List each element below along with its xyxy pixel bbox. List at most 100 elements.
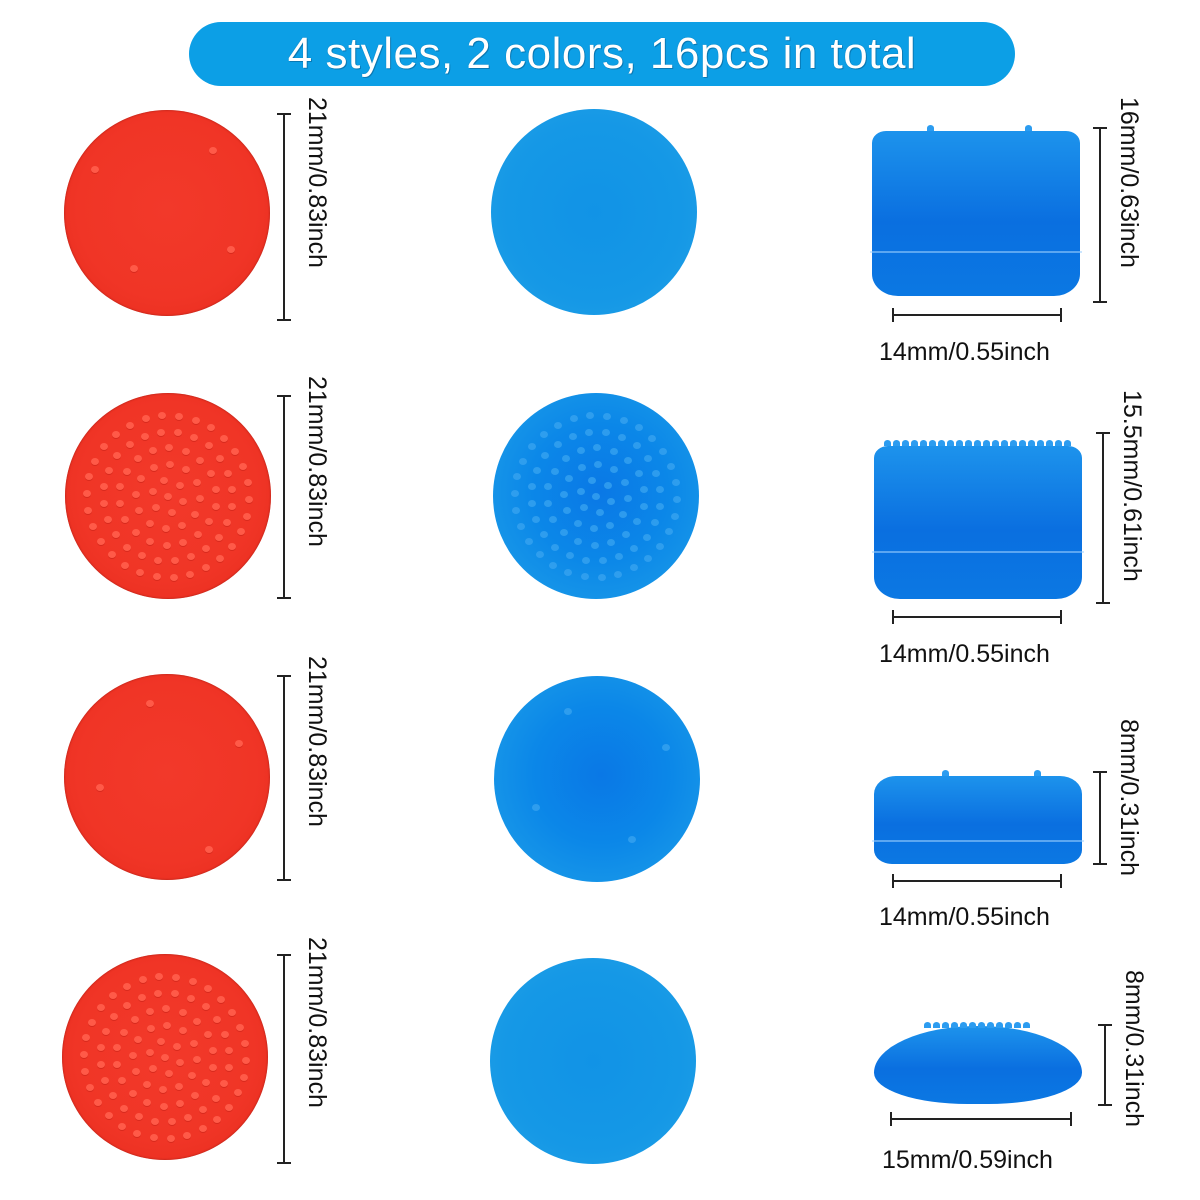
grip-stud bbox=[553, 421, 562, 429]
grip-stud bbox=[168, 1118, 177, 1126]
grip-stud bbox=[81, 1068, 90, 1076]
grip-stud bbox=[164, 493, 172, 500]
width-label: 14mm/0.55inch bbox=[879, 903, 1050, 931]
height-dimension-line bbox=[1096, 432, 1110, 604]
grip-stud bbox=[541, 452, 550, 460]
grip-stud bbox=[206, 424, 215, 432]
grip-stud bbox=[214, 533, 223, 541]
grip-stud bbox=[175, 481, 184, 489]
grip-stud bbox=[96, 1061, 105, 1069]
red-thumb-grip-studded bbox=[65, 393, 271, 599]
grip-stud bbox=[115, 500, 124, 508]
side-view-studded-tall-cap bbox=[872, 440, 1084, 599]
grip-stud bbox=[199, 1106, 208, 1114]
grip-stud bbox=[209, 1046, 218, 1054]
grip-stud bbox=[125, 421, 134, 429]
grip-stud bbox=[213, 1015, 222, 1023]
grip-stud bbox=[104, 1112, 113, 1120]
grip-stud bbox=[183, 1131, 192, 1139]
grip-stud bbox=[172, 1042, 181, 1050]
grip-stud bbox=[223, 519, 232, 527]
grip-stud bbox=[201, 1003, 210, 1011]
grip-stud bbox=[893, 440, 900, 446]
grip-stud bbox=[216, 554, 225, 562]
width-dimension-line bbox=[890, 1112, 1072, 1126]
grip-stud bbox=[138, 976, 147, 984]
grip-stud bbox=[211, 502, 220, 510]
grip-stud bbox=[1001, 440, 1008, 446]
grip-stud bbox=[933, 1022, 940, 1028]
grip-stud bbox=[145, 1049, 154, 1057]
grip-stud bbox=[191, 416, 200, 424]
grip-stud bbox=[118, 1077, 127, 1085]
grip-stud bbox=[113, 452, 122, 460]
grip-stud bbox=[122, 982, 131, 990]
grip-stud bbox=[213, 1115, 222, 1123]
grip-stud bbox=[128, 1051, 137, 1059]
grip-stud bbox=[179, 539, 188, 547]
grip-stud bbox=[120, 1104, 129, 1112]
grip-stud bbox=[204, 442, 213, 450]
grip-stud bbox=[131, 1068, 140, 1075]
grip-stud bbox=[618, 511, 627, 519]
grip-stud bbox=[551, 543, 560, 551]
grip-stud bbox=[987, 1022, 994, 1028]
grip-stud bbox=[225, 1046, 234, 1054]
grip-stud bbox=[119, 1028, 128, 1036]
grip-stud bbox=[208, 1063, 217, 1071]
title-banner: 4 styles, 2 colors, 16pcs in total bbox=[189, 22, 1015, 86]
grip-stud bbox=[151, 1118, 160, 1126]
grip-stud bbox=[1023, 1022, 1030, 1028]
grip-stud bbox=[630, 564, 639, 572]
grip-stud bbox=[96, 538, 105, 546]
grip-stud bbox=[167, 508, 176, 516]
grip-stud bbox=[582, 557, 591, 565]
grip-stud bbox=[938, 440, 945, 446]
grip-stud bbox=[648, 434, 657, 442]
grip-stud bbox=[190, 511, 199, 519]
grip-stud bbox=[603, 481, 612, 489]
grip-stud bbox=[965, 440, 972, 446]
grip-stud bbox=[228, 1008, 237, 1016]
grip-stud bbox=[241, 1056, 250, 1064]
grip-stud bbox=[610, 466, 619, 474]
grip-stud bbox=[969, 1022, 976, 1028]
grip-stud bbox=[1019, 440, 1026, 446]
grip-stud bbox=[203, 985, 212, 993]
grip-stud bbox=[123, 543, 132, 551]
grip-stud bbox=[233, 1089, 242, 1097]
grip-stud bbox=[947, 440, 954, 446]
grip-stud bbox=[160, 477, 169, 485]
grip-stud bbox=[196, 456, 205, 464]
grip-stud bbox=[224, 1103, 233, 1111]
grip-stud bbox=[974, 440, 981, 446]
grip-stud bbox=[196, 495, 205, 503]
grip-stud bbox=[640, 485, 649, 493]
grip-stud bbox=[595, 508, 604, 516]
grip-stud bbox=[599, 557, 608, 565]
grip-stud bbox=[203, 1030, 212, 1038]
grip-stud bbox=[1064, 440, 1071, 446]
grip-stud bbox=[573, 519, 582, 527]
grip-stud bbox=[621, 478, 630, 486]
grip-stud bbox=[159, 1102, 168, 1110]
grip-stud bbox=[88, 1018, 97, 1026]
grip-stud bbox=[580, 504, 589, 511]
grip-stud bbox=[187, 994, 196, 1002]
red-thumb-grip-smooth bbox=[64, 110, 270, 316]
width-dimension-line bbox=[892, 610, 1062, 624]
grip-stud bbox=[148, 488, 157, 496]
grip-stud bbox=[112, 1061, 121, 1069]
grip-stud bbox=[670, 512, 679, 520]
grip-stud bbox=[182, 466, 191, 474]
grip-stud bbox=[221, 1030, 230, 1038]
grip-stud bbox=[619, 416, 628, 424]
grip-stud bbox=[244, 495, 253, 503]
grip-stud bbox=[108, 1092, 117, 1100]
grip-stud bbox=[609, 447, 618, 455]
grip-stud bbox=[655, 542, 664, 550]
grip-stud bbox=[80, 1051, 89, 1059]
grip-stud bbox=[586, 412, 595, 420]
width-label: 14mm/0.55inch bbox=[879, 338, 1050, 366]
grip-stud bbox=[84, 507, 93, 515]
